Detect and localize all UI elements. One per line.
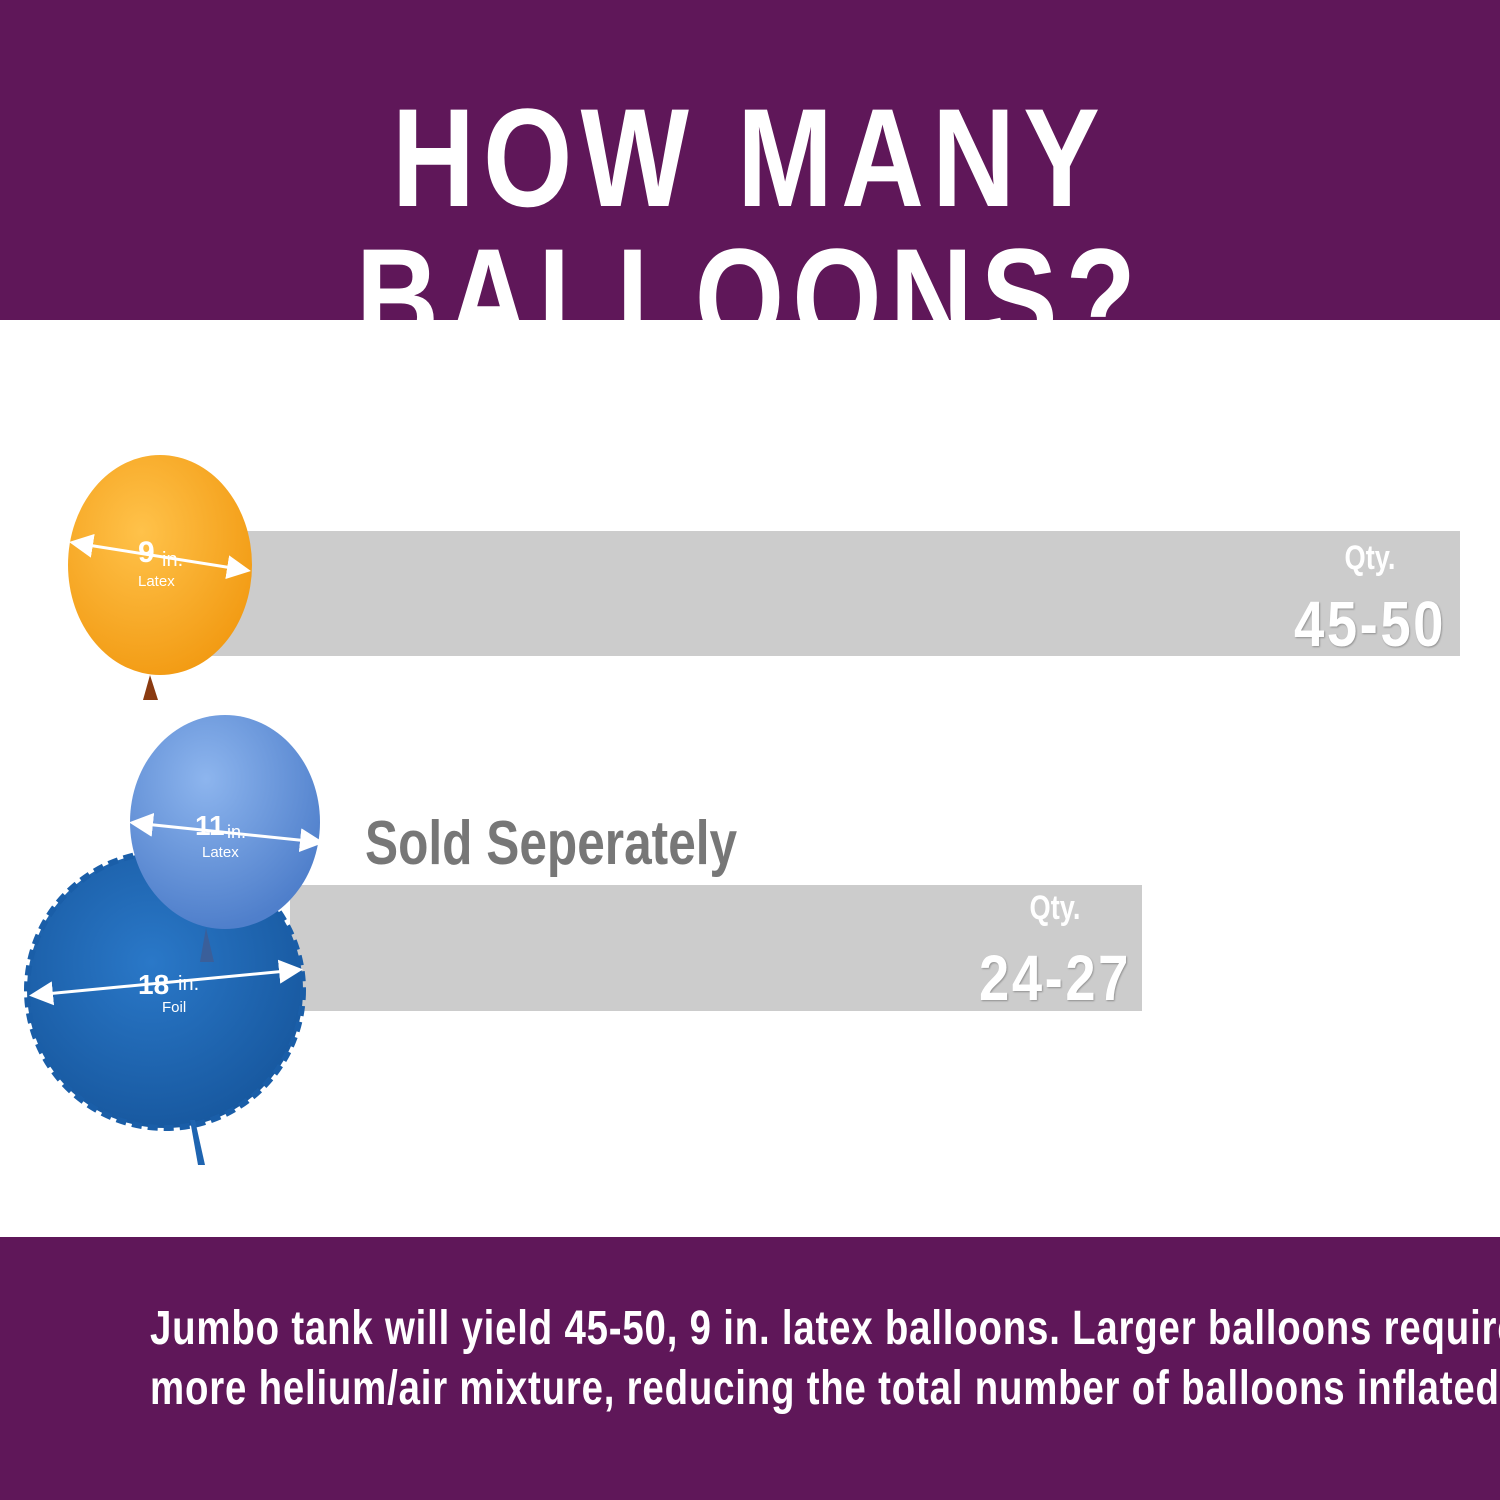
quantity-bar-9in: Qty. 45-50 xyxy=(190,531,1460,660)
header-band: HOW MANY BALLOONS? xyxy=(0,0,1500,368)
balloon-unit: in. xyxy=(162,549,183,571)
balloon-material: Latex xyxy=(138,573,175,590)
balloon-size: 9 xyxy=(138,536,155,569)
qty-label: Qty. xyxy=(1344,539,1396,577)
balloon-material: Foil xyxy=(162,999,186,1016)
balloon-unit: in. xyxy=(227,822,246,842)
balloon-material: Latex xyxy=(202,844,239,861)
qty-value: 24-27 xyxy=(979,942,1131,1014)
qty-label: Qty. xyxy=(1029,889,1081,927)
qty-value: 45-50 xyxy=(1294,588,1446,660)
balloon-size: 18 xyxy=(138,969,169,1000)
footer-band: Jumbo tank will yield 45-50, 9 in. latex… xyxy=(0,1237,1500,1500)
balloon-unit: in. xyxy=(178,973,199,995)
balloon-size: 11 xyxy=(195,810,225,841)
latex-balloon-11in-icon: 11 in. Latex xyxy=(129,715,324,962)
sold-separately-note: Sold Seperately xyxy=(365,809,738,878)
quantity-bar-11in-18in: Qty. 24-27 xyxy=(290,885,1142,1014)
page-title: HOW MANY BALLOONS? xyxy=(355,79,1145,376)
footer-text-line-1: Jumbo tank will yield 45-50, 9 in. latex… xyxy=(150,1302,1500,1355)
footer-text-line-2: more helium/air mixture, reducing the to… xyxy=(150,1362,1500,1415)
latex-balloon-9in-icon: 9 in. Latex xyxy=(68,455,252,700)
